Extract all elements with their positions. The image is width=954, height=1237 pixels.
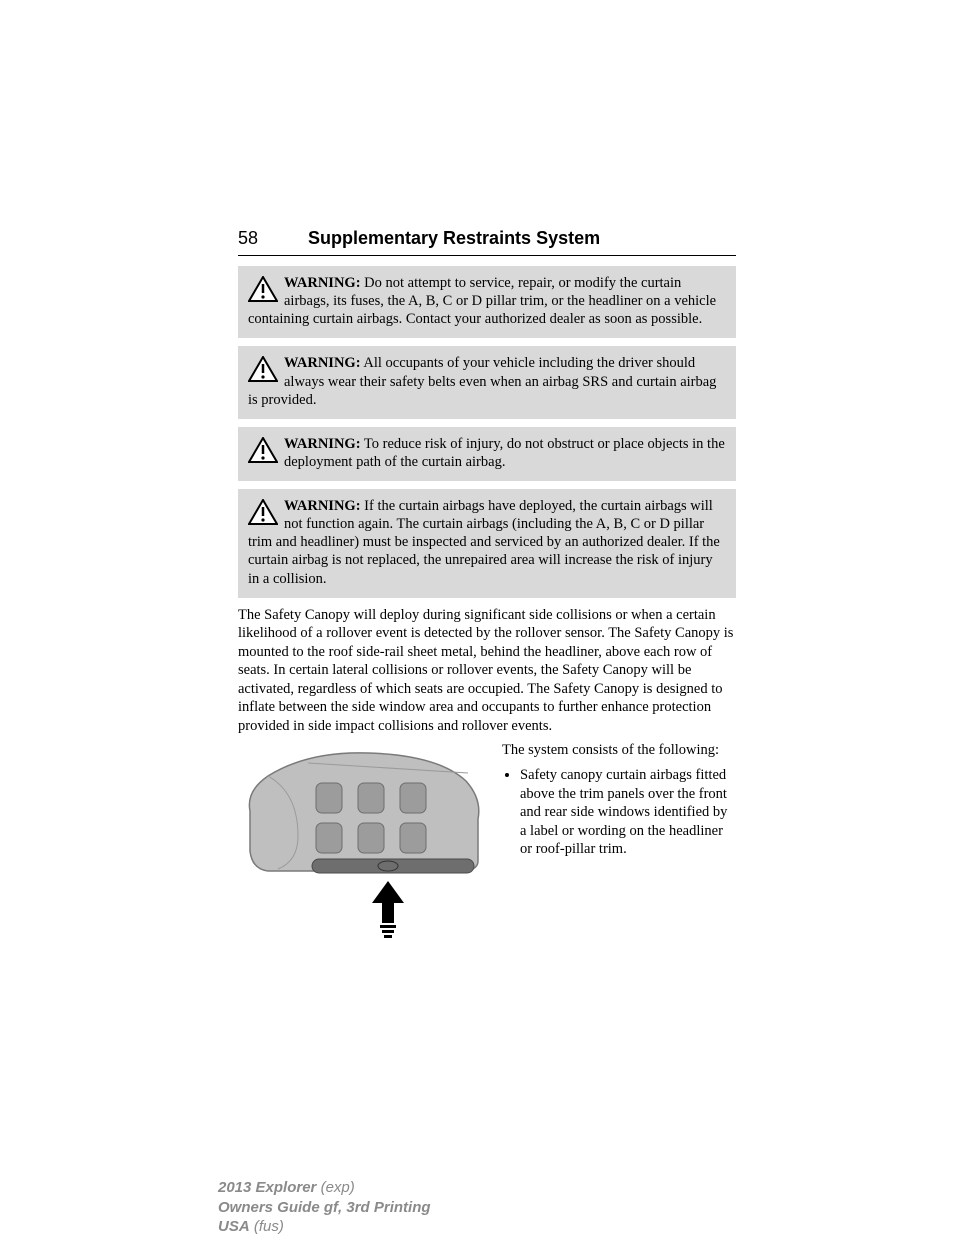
page-title: Supplementary Restraints System xyxy=(308,228,600,249)
warning-box-4: WARNING: If the curtain airbags have dep… xyxy=(238,489,736,598)
footer-line-3: USA (fus) xyxy=(218,1217,431,1237)
page-content: 58 Supplementary Restraints System WARNI… xyxy=(238,228,736,946)
footer-model-code: (exp) xyxy=(321,1179,355,1196)
warning-triangle-icon xyxy=(248,499,278,525)
system-intro: The system consists of the following: xyxy=(502,741,736,760)
warning-box-2: WARNING: All occupants of your vehicle i… xyxy=(238,346,736,418)
warning-label: WARNING: xyxy=(284,498,361,514)
footer-model: 2013 Explorer xyxy=(218,1179,316,1196)
page-header: 58 Supplementary Restraints System xyxy=(238,228,736,256)
footer-line-2: Owners Guide gf, 3rd Printing xyxy=(218,1198,431,1218)
diagram-and-list: The system consists of the following: Sa… xyxy=(238,741,736,946)
vehicle-diagram xyxy=(238,741,488,946)
system-list-item: Safety canopy curtain airbags fitted abo… xyxy=(520,766,736,859)
page-number: 58 xyxy=(238,228,308,249)
warning-box-1: WARNING: Do not attempt to service, repa… xyxy=(238,266,736,338)
warning-label: WARNING: xyxy=(284,355,361,371)
footer-region: USA xyxy=(218,1218,250,1235)
warning-triangle-icon xyxy=(248,356,278,382)
warning-label: WARNING: xyxy=(284,275,361,291)
system-description: The system consists of the following: Sa… xyxy=(502,741,736,858)
page-footer: 2013 Explorer (exp) Owners Guide gf, 3rd… xyxy=(218,1178,431,1237)
system-list: Safety canopy curtain airbags fitted abo… xyxy=(502,766,736,859)
body-paragraph: The Safety Canopy will deploy during sig… xyxy=(238,606,736,736)
warning-box-3: WARNING: To reduce risk of injury, do no… xyxy=(238,427,736,481)
warning-label: WARNING: xyxy=(284,436,361,452)
footer-region-code: (fus) xyxy=(254,1218,284,1235)
footer-line-1: 2013 Explorer (exp) xyxy=(218,1178,431,1198)
warning-triangle-icon xyxy=(248,276,278,302)
warning-triangle-icon xyxy=(248,437,278,463)
vehicle-top-view-icon xyxy=(238,741,488,941)
